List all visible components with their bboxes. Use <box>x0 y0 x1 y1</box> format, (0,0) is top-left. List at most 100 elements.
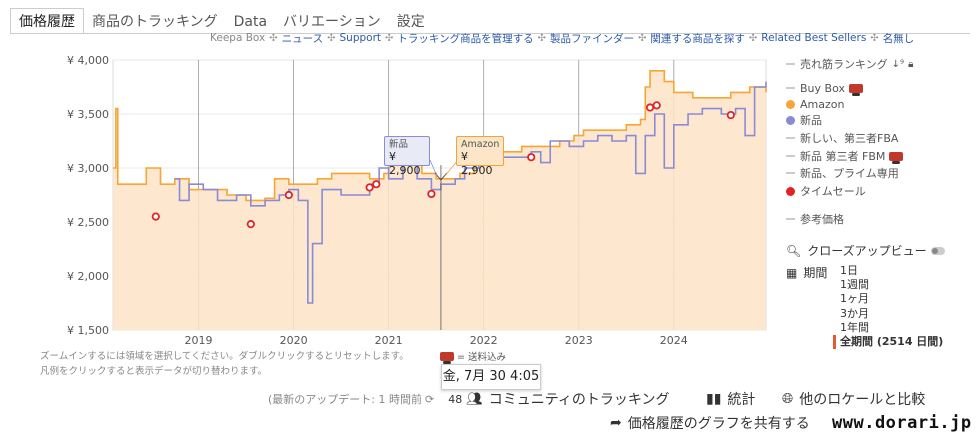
footer-update-row: (最新のアップデート: 1 時間前 ⟳ 48 👥︎ コミュニティのトラッキング <box>268 389 669 409</box>
legend-label: タイムセール <box>800 185 866 198</box>
manage-tracking-link[interactable]: トラッキング商品を管理する <box>397 32 534 45</box>
sale-point <box>726 110 735 120</box>
sale-point <box>372 180 381 189</box>
globe-icon: 🌐︎ <box>782 391 794 407</box>
tooltip-title: 新品 <box>389 139 409 150</box>
share-label: 価格履歴のグラフを共有する <box>627 416 810 432</box>
community-count: 48 <box>448 392 463 406</box>
tooltip-connector <box>444 159 459 177</box>
tooltip-value: ¥ 2,900 <box>389 150 421 177</box>
community-tracking-link[interactable]: コミュニティのトラッキング <box>488 392 670 408</box>
tooltip-title: Amazon <box>461 139 500 150</box>
tab-bar: 価格履歴 商品のトラッキング Data バリエーション 設定 <box>10 8 970 34</box>
legend-item-new-3p-fba[interactable]: 新しい、第三者FBA <box>786 130 898 146</box>
period-option-1year[interactable]: 1年間 <box>840 320 869 334</box>
period-option-all[interactable]: 全期間 (2514 日間) <box>833 335 943 350</box>
sale-point <box>527 153 536 162</box>
legend-label: 新品 <box>800 114 822 127</box>
stats-link[interactable]: ▮▮ 統計 <box>706 389 755 409</box>
new-line <box>174 81 767 304</box>
legend-item-lightning-deal[interactable]: タイムセール <box>786 183 866 199</box>
tooltip-value: ¥ 2,900 <box>461 150 493 177</box>
separator-icon: ✣ <box>748 32 758 44</box>
legend-item-list-price[interactable]: 参考価格 <box>786 211 844 227</box>
tab-variations[interactable]: バリエーション <box>283 14 381 30</box>
unnamed-link[interactable]: 名無し <box>882 32 915 45</box>
toggle-icon[interactable] <box>930 246 945 255</box>
users-icon: 👥︎ <box>466 391 483 407</box>
x-tick-label: 2019 <box>185 334 213 347</box>
period-option-1day[interactable]: 1日 <box>840 264 858 277</box>
truck-icon <box>440 351 454 364</box>
period-option-1week[interactable]: 1週間 <box>840 278 869 292</box>
sale-point <box>365 183 374 192</box>
legend-dash-icon <box>786 218 795 220</box>
related-products-link[interactable]: 関連する商品を探す <box>650 32 745 45</box>
legend-label: 新しい、第三者FBA <box>800 132 899 145</box>
shipping-note: = 送料込み <box>440 349 506 364</box>
news-link[interactable]: ニュース <box>281 32 324 45</box>
legend-dash-icon <box>786 137 795 139</box>
legend-item-amazon[interactable]: Amazon <box>786 96 844 112</box>
magnifier-icon: 🔍︎ <box>786 243 802 258</box>
x-tick-label: 2024 <box>660 334 688 347</box>
legend-label: Buy Box <box>800 81 845 95</box>
y-tick-label: ¥ 2,000 <box>67 270 109 283</box>
closeup-label: クローズアップビュー <box>807 244 927 258</box>
legend-dot-icon <box>786 115 795 125</box>
legend-dash-icon <box>786 63 795 65</box>
support-link[interactable]: Support <box>339 32 382 44</box>
legend-item-buy-box[interactable]: Buy Box <box>786 80 863 96</box>
legend-dash-icon <box>786 155 795 157</box>
tab-data[interactable]: Data <box>233 14 268 30</box>
sort-icon: ↓⁹ <box>891 58 905 70</box>
x-tick-label: 2023 <box>565 334 593 347</box>
separator-icon: ✣ <box>870 32 879 44</box>
separator-icon: ✣ <box>385 32 394 44</box>
calendar-icon: ▦ <box>786 265 798 280</box>
compare-locales-link[interactable]: 🌐︎ 他のロケールと比較 <box>782 389 925 409</box>
x-tick-label: 2021 <box>375 334 403 347</box>
legend-dot-icon <box>786 186 795 196</box>
tab-divider <box>10 33 970 34</box>
y-tick-label: ¥ 4,000 <box>67 54 109 67</box>
share-graph-link[interactable]: ➦ 価格履歴のグラフを共有する <box>610 413 810 433</box>
amazon-price-tooltip: Amazon ¥ 2,900 <box>456 136 504 177</box>
period-option-3months[interactable]: 3か月 <box>840 306 869 320</box>
legend-item-new-prime[interactable]: 新品、プライム専用 <box>786 165 899 181</box>
legend-item-new[interactable]: 新品 <box>786 112 822 128</box>
legend-dash-icon <box>786 172 795 174</box>
legend-dot-icon <box>786 99 795 109</box>
x-tick-label: 2022 <box>470 334 498 347</box>
period-text: 期間 <box>803 266 828 280</box>
legend-item-sales-rank[interactable]: 売れ筋ランキング ↓⁹ 🔒︎ <box>786 56 913 72</box>
product-finder-link[interactable]: 製品ファインダー <box>550 32 634 45</box>
stats-label: 統計 <box>727 392 756 408</box>
related-best-sellers-link[interactable]: Related Best Sellers <box>761 32 867 44</box>
lock-icon: 🔒︎ <box>908 58 914 70</box>
sale-point <box>645 103 655 112</box>
legend-item-new-3p-fbm[interactable]: 新品 第三者 FBM <box>786 148 904 164</box>
legend-label: 新品、プライム専用 <box>800 167 899 180</box>
tab-settings[interactable]: 設定 <box>396 14 425 30</box>
refresh-icon[interactable]: ⟳ <box>425 392 435 406</box>
tab-price-history[interactable]: 価格履歴 <box>10 8 84 34</box>
y-tick-label: ¥ 1,500 <box>67 324 109 337</box>
sub-links: Keepa Box ✣ ニュース ✣ Support ✣ トラッキング商品を管理… <box>210 30 980 46</box>
sale-point <box>151 212 160 221</box>
sale-point <box>427 189 436 199</box>
tab-tracking[interactable]: 商品のトラッキング <box>92 14 218 30</box>
period-option-1month[interactable]: 1ヶ月 <box>840 292 869 306</box>
legend-label: 売れ筋ランキング <box>800 58 888 71</box>
period-options: 1日 1週間 1ヶ月 3か月 1年間 全期間 (2514 日間) <box>833 264 943 350</box>
x-tick-label: 2020 <box>280 334 308 347</box>
sale-point <box>284 190 293 200</box>
share-arrow-icon: ➦ <box>610 415 622 431</box>
bar-chart-icon: ▮▮ <box>706 391 722 407</box>
closeup-view-toggle[interactable]: 🔍︎ クローズアップビュー <box>786 242 945 259</box>
sale-point <box>246 220 255 229</box>
separator-icon: ✣ <box>537 32 546 44</box>
last-update-text: (最新のアップデート: 1 時間前 <box>268 393 422 406</box>
keepa-box-link[interactable]: Keepa Box <box>210 32 266 44</box>
